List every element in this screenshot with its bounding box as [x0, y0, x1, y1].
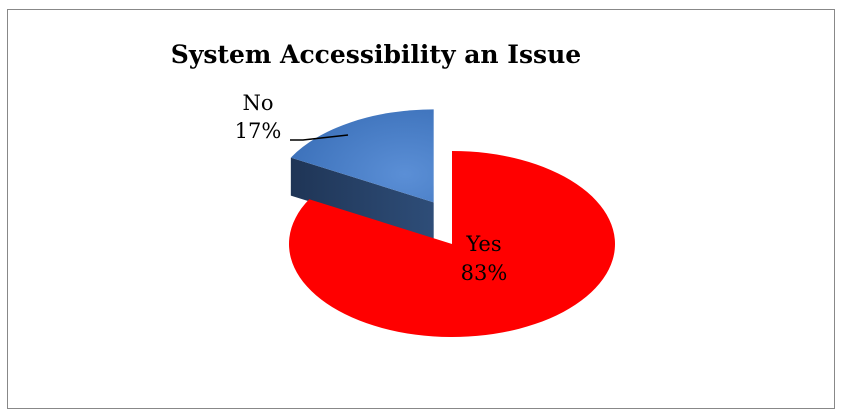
slice-label-yes: Yes — [465, 232, 501, 256]
chart-title: System Accessibility an Issue — [171, 40, 581, 69]
slice-value-no: 17% — [235, 119, 282, 143]
slice-label-no: No — [242, 91, 273, 115]
slice-value-yes: 83% — [461, 261, 508, 285]
pie-slice-no — [290, 109, 434, 203]
pie-slice-yes — [289, 151, 616, 337]
leader-line-no — [290, 134, 349, 141]
pie-slice-no-side — [290, 157, 434, 241]
